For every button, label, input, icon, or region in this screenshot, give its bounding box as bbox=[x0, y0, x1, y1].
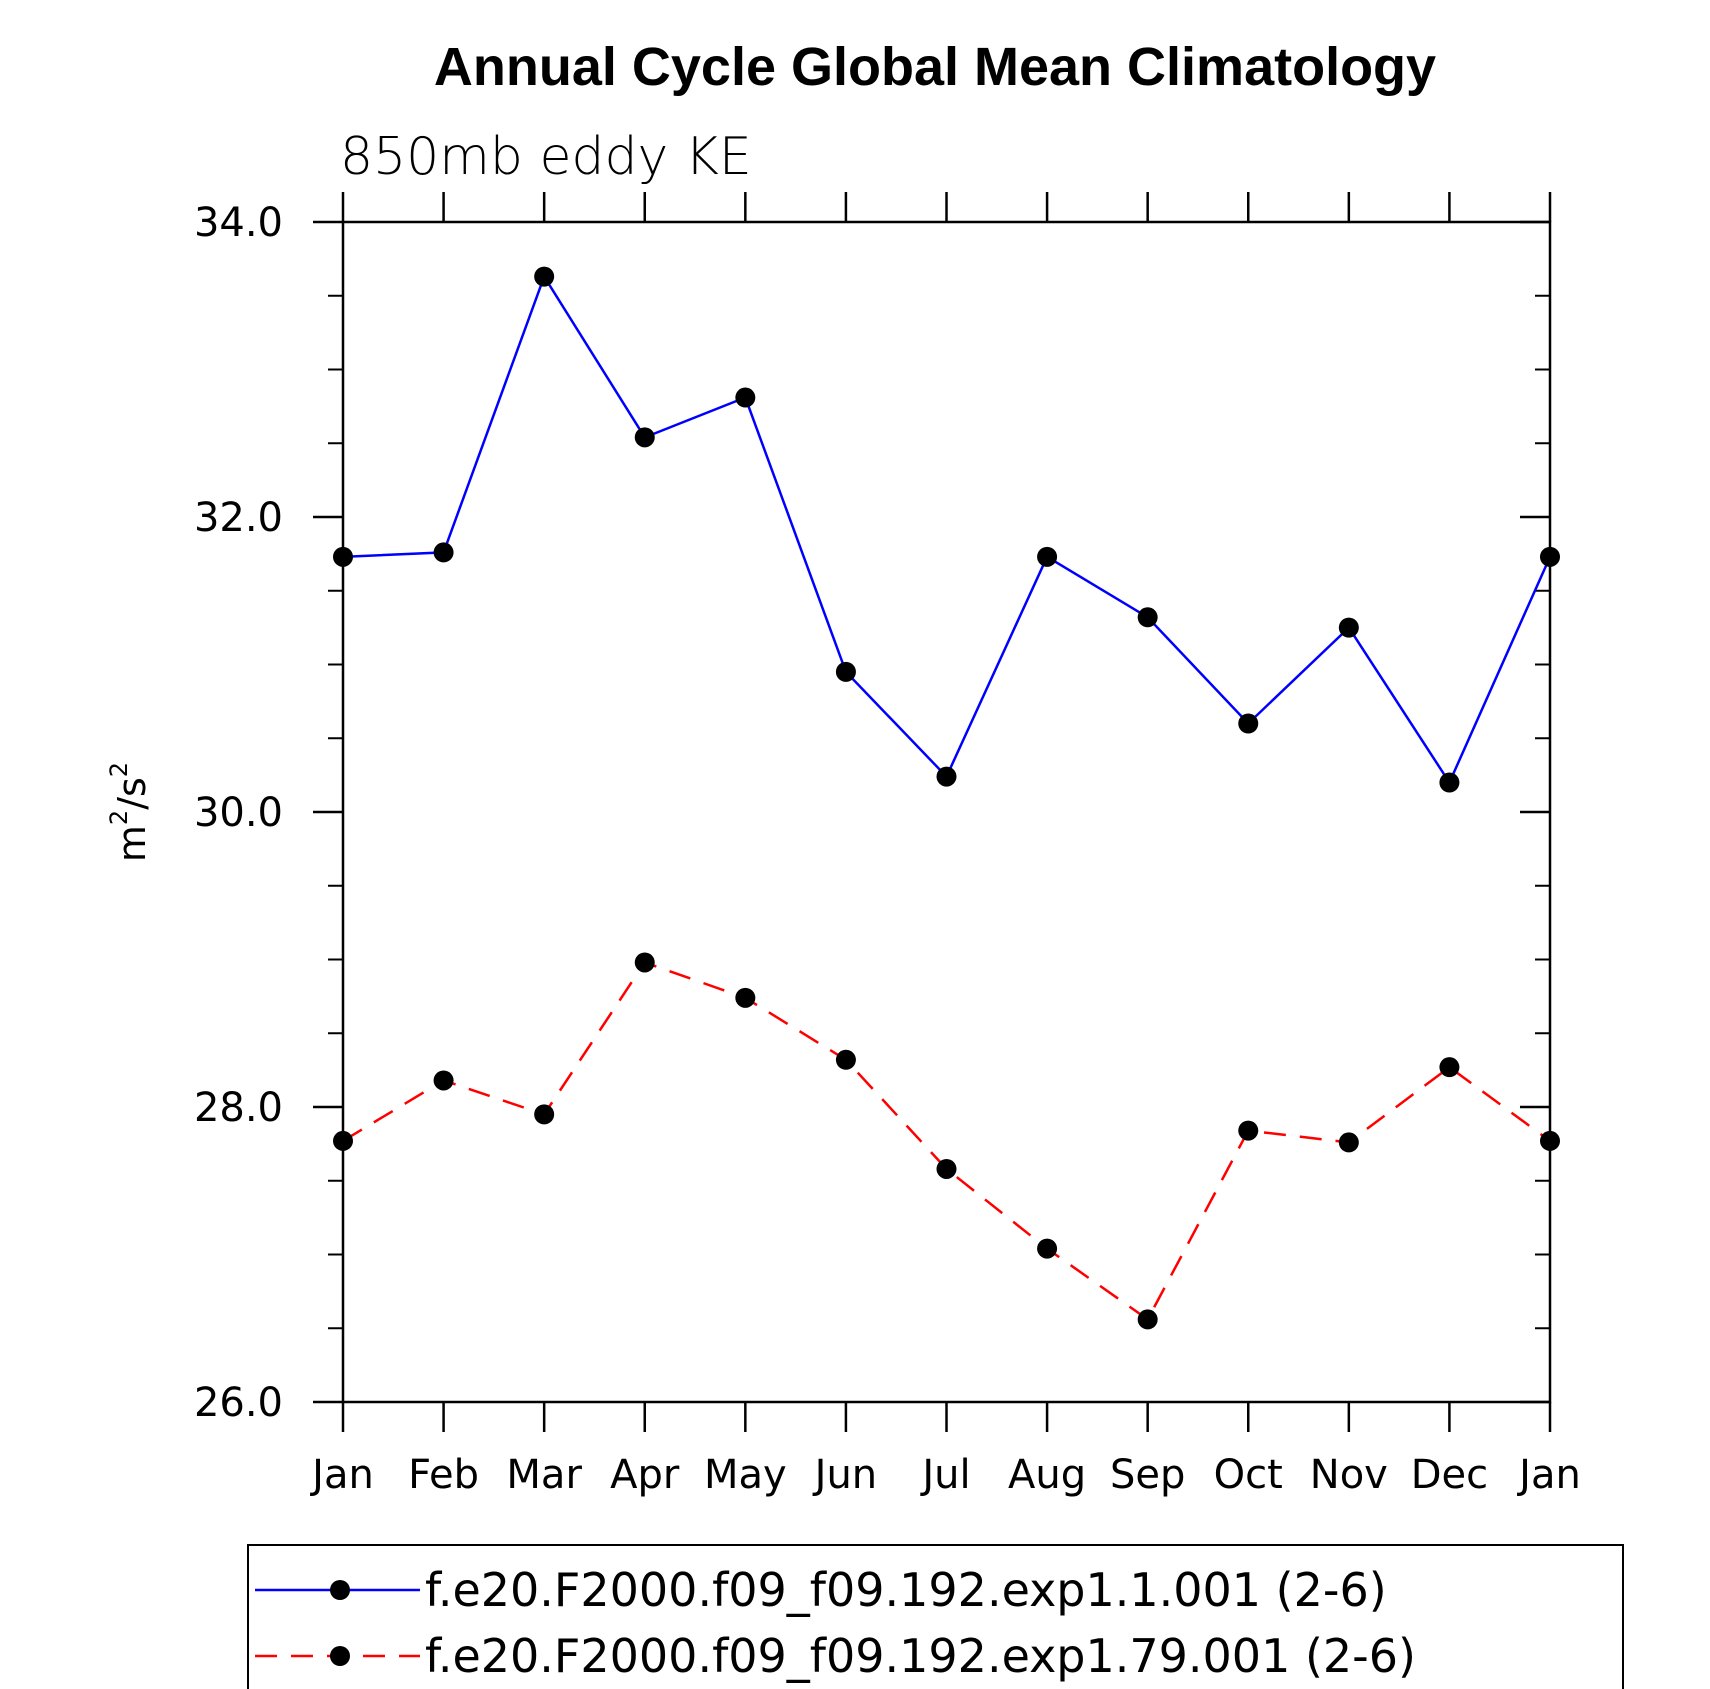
data-point bbox=[1037, 546, 1058, 567]
data-point bbox=[936, 1158, 957, 1179]
data-point bbox=[835, 661, 856, 682]
series-layer bbox=[333, 266, 1560, 1330]
data-point bbox=[333, 1130, 353, 1151]
x-tick-label: Jan bbox=[309, 1452, 374, 1498]
data-point bbox=[936, 766, 957, 787]
data-point bbox=[1238, 1120, 1259, 1141]
data-point bbox=[1238, 713, 1259, 734]
data-point bbox=[1137, 607, 1158, 628]
data-point bbox=[1338, 617, 1359, 638]
x-tick-label: Oct bbox=[1214, 1452, 1283, 1498]
data-point bbox=[1338, 1132, 1359, 1153]
x-tick-label: May bbox=[704, 1452, 787, 1498]
data-point bbox=[1540, 1130, 1560, 1151]
data-point bbox=[634, 427, 655, 448]
x-tick-label: Mar bbox=[506, 1452, 582, 1498]
y-tick-label: 28.0 bbox=[194, 1085, 283, 1131]
x-tick-label: Nov bbox=[1310, 1452, 1388, 1498]
y-tick-label: 26.0 bbox=[194, 1380, 283, 1426]
data-point bbox=[534, 1104, 555, 1125]
series-line bbox=[342, 960, 1551, 1322]
data-point bbox=[735, 987, 756, 1008]
data-point bbox=[433, 1070, 454, 1091]
x-tick-label: Jan bbox=[1516, 1452, 1581, 1498]
legend-marker bbox=[330, 1646, 350, 1666]
data-point bbox=[1439, 1057, 1460, 1078]
x-tick-label: Feb bbox=[408, 1452, 479, 1498]
x-tick-label: Aug bbox=[1008, 1452, 1086, 1498]
data-point bbox=[634, 952, 655, 973]
data-point bbox=[333, 546, 353, 567]
axes: Jan Feb Mar Apr May Jun Jul Aug Sep Oct Nov Dec Jan 2… bbox=[194, 192, 1581, 1498]
data-point bbox=[1137, 1309, 1158, 1330]
legend-marker bbox=[330, 1580, 350, 1600]
series-line bbox=[342, 273, 1552, 786]
data-point bbox=[1439, 772, 1460, 793]
series-2 bbox=[333, 952, 1560, 1330]
plot-frame bbox=[341, 220, 1552, 1404]
legend-label: f.e20.F2000.f09_f09.192.exp1.79.001 (2-6… bbox=[425, 1629, 1416, 1683]
y-tick-label: 34.0 bbox=[194, 200, 283, 246]
data-point bbox=[1540, 546, 1560, 567]
y-tick-label: 32.0 bbox=[194, 495, 283, 541]
y-tick-label: 30.0 bbox=[194, 790, 283, 836]
series-1 bbox=[333, 266, 1560, 793]
x-tick-label: Sep bbox=[1110, 1452, 1185, 1498]
x-tick-label: Dec bbox=[1411, 1452, 1488, 1498]
legend-label: f.e20.F2000.f09_f09.192.exp1.1.001 (2-6) bbox=[425, 1563, 1387, 1617]
data-point bbox=[534, 266, 555, 287]
x-tick-label: Jul bbox=[919, 1452, 970, 1498]
legend-box bbox=[247, 1544, 1624, 1689]
y-axis-label: m2/s2 bbox=[105, 762, 154, 862]
x-tick-label: Apr bbox=[610, 1452, 680, 1498]
chart-subtitle: 850mb eddy KE bbox=[340, 127, 752, 187]
x-tick-label: Jun bbox=[812, 1452, 878, 1498]
data-point bbox=[433, 542, 454, 563]
data-point bbox=[735, 387, 756, 408]
legend: f.e20.F2000.f09_f09.192.exp1.1.001 (2-6)… bbox=[247, 1544, 1624, 1689]
data-point bbox=[1037, 1238, 1058, 1259]
chart-title: Annual Cycle Global Mean Climatology bbox=[434, 37, 1436, 97]
data-point bbox=[835, 1049, 856, 1070]
